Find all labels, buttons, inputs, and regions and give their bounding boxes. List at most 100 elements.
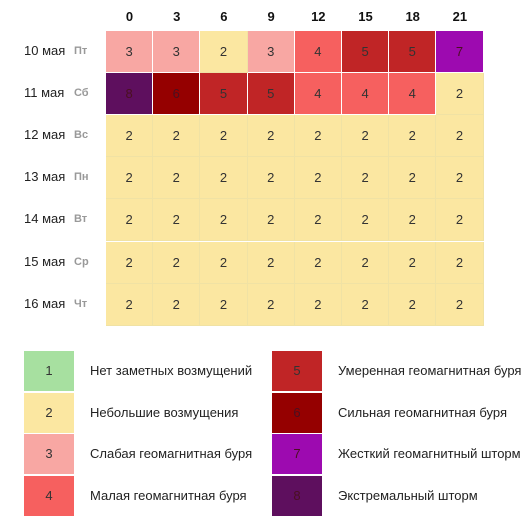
hour-header: 12 bbox=[311, 9, 326, 24]
kp-cell: 2 bbox=[342, 283, 390, 326]
day-date: 10 мая bbox=[24, 43, 66, 58]
hour-header: 21 bbox=[452, 9, 468, 24]
kp-cell: 2 bbox=[106, 157, 154, 200]
kp-cell: 2 bbox=[294, 157, 342, 200]
kp-cell: 2 bbox=[389, 199, 437, 242]
kp-cell: 2 bbox=[294, 283, 342, 326]
kp-cell: 2 bbox=[106, 241, 154, 284]
kp-cell: 4 bbox=[342, 73, 390, 116]
legend-swatch-7: 7 bbox=[272, 434, 322, 474]
legend-swatch-1: 1 bbox=[24, 351, 74, 391]
legend-label-7: Жесткий геомагнитный шторм bbox=[338, 446, 521, 461]
kp-cell: 2 bbox=[200, 199, 248, 242]
kp-cell: 2 bbox=[106, 199, 154, 242]
legend-swatch-4: 4 bbox=[24, 475, 74, 516]
kp-cell: 2 bbox=[342, 115, 390, 158]
kp-cell: 4 bbox=[294, 31, 342, 74]
kp-cell: 2 bbox=[200, 283, 248, 326]
kp-cell: 2 bbox=[389, 157, 437, 200]
legend-swatch-3: 3 bbox=[24, 434, 74, 474]
kp-cell: 2 bbox=[200, 115, 248, 158]
kp-cell: 2 bbox=[200, 157, 248, 200]
kp-cell: 2 bbox=[153, 199, 201, 242]
kp-cell: 2 bbox=[436, 73, 484, 116]
legend-label-6: Сильная геомагнитная буря bbox=[338, 404, 507, 420]
day-date: 13 мая bbox=[24, 169, 66, 185]
day-date: 16 мая bbox=[24, 295, 66, 311]
legend-swatch-6: 6 bbox=[272, 392, 322, 433]
day-of-week: Пн bbox=[74, 171, 89, 184]
hour-header: 6 bbox=[220, 9, 228, 24]
legend-swatch-2: 2 bbox=[24, 392, 74, 433]
day-of-week: Вс bbox=[74, 129, 89, 142]
kp-cell: 2 bbox=[106, 115, 154, 158]
kp-cell: 4 bbox=[389, 73, 437, 116]
day-date: 14 мая bbox=[24, 211, 66, 227]
kp-cell: 2 bbox=[200, 241, 248, 284]
day-of-week: Ср bbox=[74, 255, 89, 268]
kp-cell: 2 bbox=[436, 199, 484, 242]
hour-header: 3 bbox=[173, 9, 181, 24]
legend-label-5: Умеренная геомагнитная буря bbox=[338, 363, 522, 378]
legend-swatch-8: 8 bbox=[272, 475, 322, 516]
kp-cell: 6 bbox=[153, 73, 201, 116]
day-date: 15 мая bbox=[24, 253, 66, 269]
legend-label-1: Нет заметных возмущений bbox=[90, 363, 253, 378]
kp-cell: 2 bbox=[294, 241, 342, 284]
kp-cell: 7 bbox=[436, 31, 484, 74]
hour-header: 9 bbox=[267, 9, 275, 24]
kp-cell: 3 bbox=[153, 31, 201, 74]
kp-cell: 2 bbox=[436, 241, 484, 284]
kp-cell: 5 bbox=[200, 73, 248, 116]
day-label: 14 мая Вт bbox=[0, 199, 104, 240]
day-label: 15 мая Ср bbox=[0, 242, 104, 283]
kp-cell: 2 bbox=[153, 157, 201, 200]
kp-cell: 2 bbox=[247, 157, 295, 200]
kp-legend: 1 Нет заметных возмущений 2 Небольшие возму… bbox=[0, 340, 523, 531]
hour-header: 15 bbox=[358, 9, 373, 24]
kp-cell: 2 bbox=[153, 283, 201, 326]
kp-cell: 8 bbox=[106, 73, 154, 116]
day-label: 10 мая Пт bbox=[0, 31, 104, 72]
kp-cell: 2 bbox=[389, 283, 437, 326]
kp-cell: 2 bbox=[389, 115, 437, 158]
kp-cell: 5 bbox=[342, 31, 390, 74]
day-date: 11 мая bbox=[24, 85, 65, 101]
legend-swatch-5: 5 bbox=[272, 351, 322, 391]
day-label: 12 мая Вс bbox=[0, 115, 104, 156]
kp-cell: 4 bbox=[294, 73, 342, 116]
legend-label-2: Небольшие возмущения bbox=[90, 404, 239, 420]
kp-cell: 2 bbox=[200, 31, 248, 74]
kp-cell: 2 bbox=[153, 115, 201, 158]
legend-label-8: Экстремальный шторм bbox=[338, 487, 478, 503]
day-label: 13 мая Пн bbox=[0, 157, 104, 198]
kp-cell: 2 bbox=[436, 115, 484, 158]
kp-cell: 2 bbox=[247, 241, 295, 284]
kp-cell: 5 bbox=[389, 31, 437, 74]
day-of-week: Пт bbox=[74, 45, 88, 57]
kp-cell: 3 bbox=[247, 31, 295, 74]
kp-cell: 2 bbox=[106, 283, 154, 326]
kp-cell: 2 bbox=[294, 199, 342, 242]
day-label: 16 мая Чт bbox=[0, 284, 104, 325]
day-of-week: Чт bbox=[74, 297, 88, 310]
kp-cell: 2 bbox=[247, 199, 295, 242]
day-date: 12 мая bbox=[24, 127, 66, 143]
kp-cell: 2 bbox=[342, 241, 390, 284]
kp-cell: 2 bbox=[436, 157, 484, 200]
kp-cell: 2 bbox=[294, 115, 342, 158]
kp-cell: 2 bbox=[342, 157, 390, 200]
kp-cell: 5 bbox=[247, 73, 295, 116]
kp-cell: 2 bbox=[247, 115, 295, 158]
hour-header: 0 bbox=[125, 9, 134, 24]
day-of-week: Вт bbox=[74, 213, 88, 226]
kp-cell: 3 bbox=[106, 31, 154, 74]
kp-cell: 2 bbox=[153, 241, 201, 284]
kp-cell: 2 bbox=[436, 283, 484, 326]
day-of-week: Сб bbox=[74, 87, 89, 100]
legend-label-4: Малая геомагнитная буря bbox=[90, 487, 247, 503]
kp-cell: 2 bbox=[247, 283, 295, 326]
legend-label-3: Слабая геомагнитная буря bbox=[90, 446, 253, 461]
kp-forecast-grid: 0 3 6 9 12 15 18 21 10 мая Пт 3 3 2 3 4 5 5 7 11 мая Сб 8 6 5 5… bbox=[0, 9, 484, 326]
kp-cell: 2 bbox=[342, 199, 390, 242]
